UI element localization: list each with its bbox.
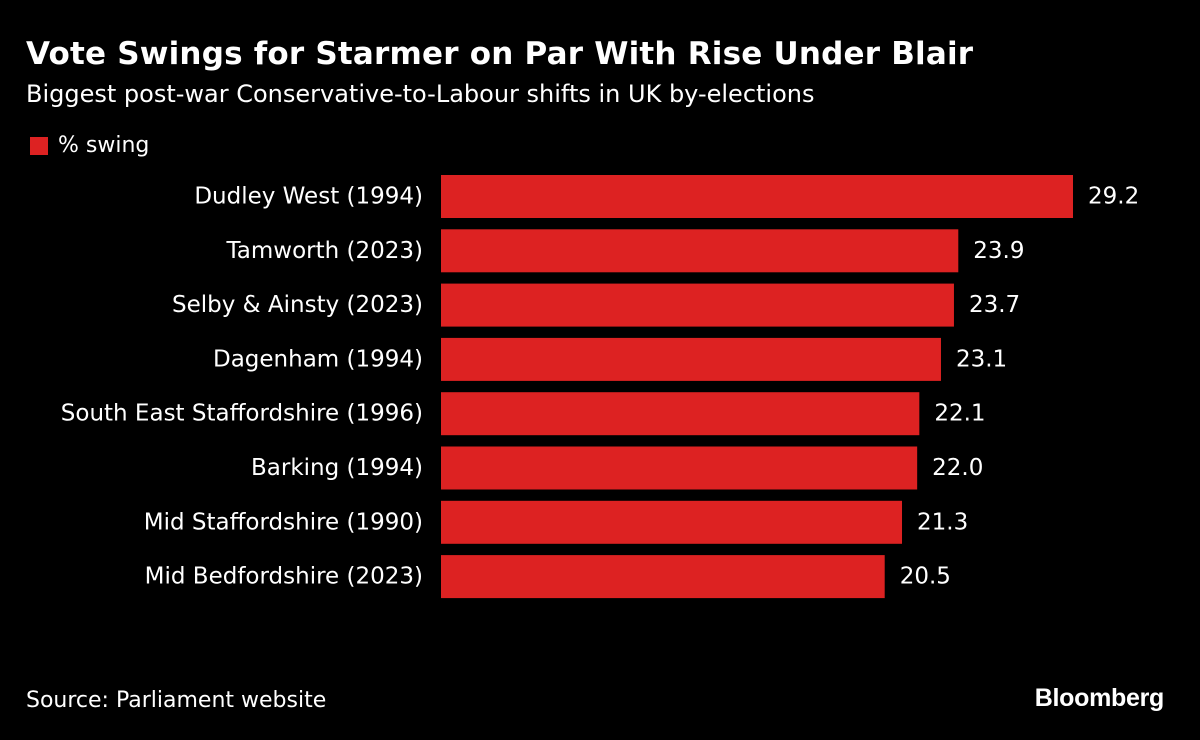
bar	[441, 283, 954, 327]
bloomberg-logo: Bloomberg	[1034, 684, 1165, 712]
data-label: 23.1	[956, 346, 1007, 372]
bar	[441, 500, 903, 544]
bar	[441, 555, 885, 599]
bar	[441, 229, 959, 273]
source-note: Source: Parliament website	[26, 688, 327, 713]
category-label: Dagenham (1994)	[213, 346, 423, 372]
category-label: Tamworth (2023)	[226, 238, 423, 264]
data-label: 23.9	[973, 238, 1024, 264]
data-label: 20.5	[900, 564, 951, 590]
legend-label: % swing	[58, 133, 150, 158]
bar	[441, 392, 920, 436]
category-label: Dudley West (1994)	[194, 184, 423, 210]
bar	[441, 446, 918, 490]
legend: % swing	[30, 133, 149, 158]
category-label: Mid Staffordshire (1990)	[144, 509, 423, 535]
category-label: Barking (1994)	[251, 455, 423, 481]
bar	[441, 175, 1073, 218]
category-label: South East Staffordshire (1996)	[61, 401, 423, 427]
data-label: 22.0	[932, 455, 983, 481]
data-label: 29.2	[1088, 184, 1139, 210]
chart-title: Vote Swings for Starmer on Par With Rise…	[26, 36, 974, 72]
bar	[441, 337, 941, 381]
category-label: Selby & Ainsty (2023)	[172, 292, 423, 318]
data-label: 22.1	[934, 401, 985, 427]
data-label: 23.7	[969, 292, 1020, 318]
legend-swatch	[30, 136, 48, 155]
data-label: 21.3	[917, 509, 968, 535]
category-label: Mid Bedfordshire (2023)	[145, 564, 423, 590]
chart-subtitle: Biggest post-war Conservative-to-Labour …	[26, 80, 815, 108]
